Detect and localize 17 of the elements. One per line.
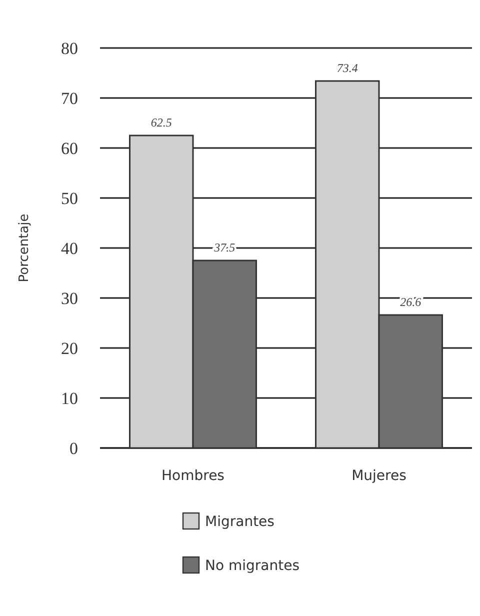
data-label: 73.4 [336,61,358,75]
y-tick-label: 0 [70,438,78,458]
y-tick-label: 80 [61,38,78,58]
y-tick-label: 10 [61,388,78,408]
y-tick-label: 20 [61,338,78,358]
legend-label: Migrantes [205,514,274,530]
x-tick-label: Mujeres [352,468,406,484]
data-label: 26.6 [400,295,422,309]
y-tick-label: 70 [61,88,78,108]
x-tick-label: Hombres [162,468,224,484]
y-tick-label: 30 [61,288,78,308]
data-label: 62.5 [150,116,172,130]
legend-label: No migrantes [205,558,300,574]
y-tick-label: 60 [61,138,78,158]
y-axis-title: Porcentaje [17,214,32,282]
y-tick-label: 50 [61,188,78,208]
y-tick-label: 40 [61,238,78,258]
